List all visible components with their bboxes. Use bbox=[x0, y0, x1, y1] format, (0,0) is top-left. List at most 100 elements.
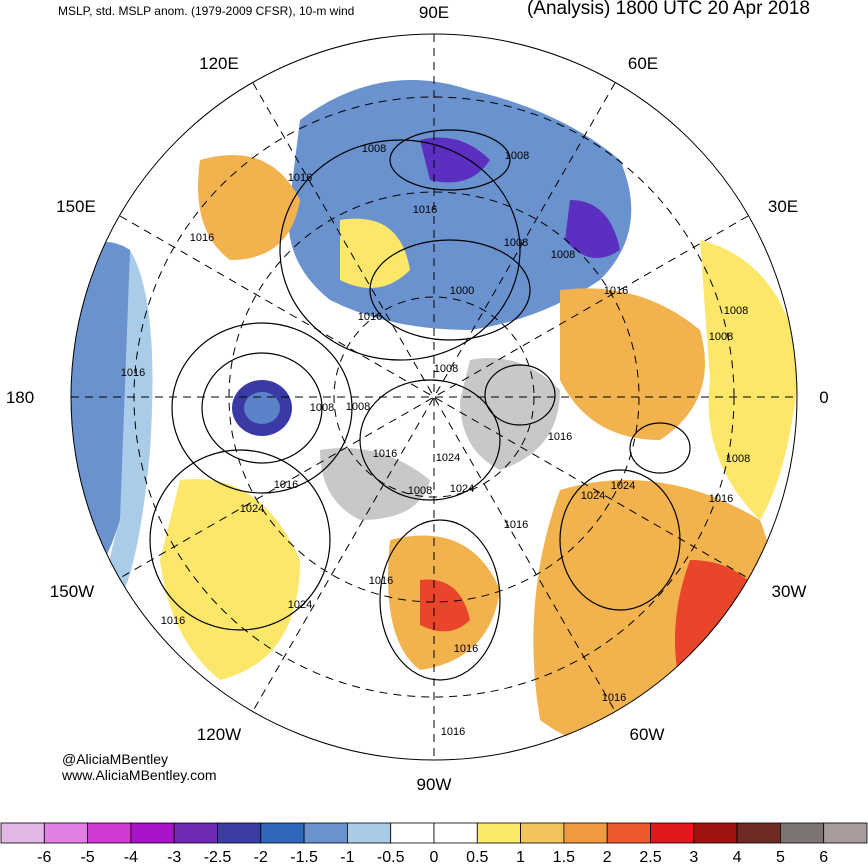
isobar-label: 1024 bbox=[450, 483, 474, 495]
isobar-label: 1016 bbox=[369, 575, 393, 587]
strong-negative-anomaly-2 bbox=[565, 200, 620, 258]
colorbar-tick-label: -3 bbox=[167, 849, 181, 865]
colorbar-tick-label: -2.5 bbox=[204, 849, 232, 865]
lon-label-0: 0 bbox=[819, 388, 828, 407]
isobar-label: 1008 bbox=[346, 401, 370, 413]
lon-label-120w: 120W bbox=[197, 725, 241, 744]
map-title-right: (Analysis) 1800 UTC 20 Apr 2018 bbox=[526, 0, 810, 19]
isobar-label: 1016 bbox=[709, 493, 733, 505]
colorbar-swatch bbox=[43, 822, 88, 844]
colorbar-swatch bbox=[130, 822, 175, 844]
positive-anomaly-europe bbox=[560, 288, 705, 440]
colorbar-tick-label: 5 bbox=[776, 849, 785, 865]
isobar-label: 1024 bbox=[288, 599, 312, 611]
lon-label-60w: 60W bbox=[630, 725, 665, 744]
strong-positive-anomaly-us bbox=[420, 579, 470, 632]
colorbar-tick-label: 4 bbox=[733, 849, 742, 865]
lon-label-90w: 90W bbox=[417, 775, 452, 794]
colorbar-tick-label: -0.5 bbox=[377, 849, 405, 865]
colorbar-tick-label: 3 bbox=[689, 849, 698, 865]
colorbar-swatch bbox=[260, 822, 305, 844]
isobar-label: 1016 bbox=[161, 615, 185, 627]
isobar-label: 1016 bbox=[413, 204, 437, 216]
isobar-label: 1008 bbox=[505, 150, 529, 162]
colorbar-tick-label: 2 bbox=[603, 849, 612, 865]
isobar-label: 1024 bbox=[581, 490, 605, 502]
isobar-label: 1008 bbox=[504, 237, 528, 249]
map-disk bbox=[71, 34, 797, 760]
colorbar-swatch bbox=[217, 822, 262, 844]
isobar-label: 1016 bbox=[604, 285, 628, 297]
isobar-labels: 1008 1008 1016 1016 1016 1008 1008 1000 … bbox=[121, 143, 750, 738]
weak-negative-anomaly-pacific bbox=[107, 250, 153, 600]
positive-anomaly-east-asia bbox=[198, 155, 300, 260]
colorbar-swatch bbox=[606, 822, 651, 844]
map-border bbox=[70, 33, 798, 761]
colorbar-swatch bbox=[823, 822, 868, 844]
graticule bbox=[71, 34, 797, 760]
isobar-label: 1008 bbox=[434, 363, 458, 375]
strong-negative-anomaly bbox=[420, 137, 490, 183]
lon-label-30e: 30E bbox=[768, 197, 798, 216]
isobar-label: 1016 bbox=[288, 172, 312, 184]
lon-label-90e: 90E bbox=[419, 3, 449, 22]
map-title-left: MSLP, std. MSLP anom. (1979-2009 CFSR), … bbox=[58, 4, 355, 18]
weak-positive-anomaly-europe bbox=[700, 240, 797, 520]
colorbar-swatch bbox=[476, 822, 521, 844]
isobar-label: 1008 bbox=[362, 143, 386, 155]
isobar-label: 1016 bbox=[602, 692, 626, 704]
colorbar-swatch bbox=[433, 822, 478, 844]
longitude-labels: 90E 60E 30E 0 30W 60W 90W 120W 150W 180 … bbox=[6, 3, 829, 794]
colorbar-swatch bbox=[390, 822, 435, 844]
colorbar-swatch bbox=[346, 822, 392, 844]
colorbar-tick-label: 2.5 bbox=[639, 849, 661, 865]
colorbar-tick-label: 0 bbox=[430, 849, 439, 865]
lon-label-150e: 150E bbox=[56, 197, 96, 216]
isobar-label: 1024 bbox=[240, 503, 264, 515]
isobar-label: 1008 bbox=[551, 249, 575, 261]
colorbar-tick-label: 1 bbox=[516, 849, 525, 865]
colorbar-swatch bbox=[520, 822, 565, 844]
isobar-label: 1016 bbox=[548, 431, 572, 443]
colorbar-tick-label: 1.5 bbox=[553, 849, 575, 865]
colorbar-tick-label: -4 bbox=[124, 849, 138, 865]
isobar-label: 1016 bbox=[190, 232, 214, 244]
colorbar-swatch bbox=[736, 822, 781, 844]
colorbar-swatch bbox=[0, 822, 45, 844]
lon-label-150w: 150W bbox=[50, 582, 94, 601]
colorbar-tick-label: 6 bbox=[819, 849, 828, 865]
low-center-inner bbox=[244, 392, 280, 424]
isobar-label: 1016 bbox=[358, 311, 382, 323]
isobar-label: 1000 bbox=[450, 285, 474, 297]
colorbar-tick-label: -6 bbox=[37, 849, 51, 865]
isobar-label: 1008 bbox=[726, 453, 750, 465]
isobar-label: 1008 bbox=[724, 305, 748, 317]
colorbar: -6 -5 -4 -3 -2.5 -2 -1.5 -1 -0.5 0 0.5 1 1.5 2 2.5 3 4 5 6 bbox=[0, 822, 868, 865]
isobar-label: 1016 bbox=[274, 479, 298, 491]
polar-map: 90E 60E 30E 0 30W 60W 90W 120W 150W 180 … bbox=[6, 3, 829, 794]
lon-label-60e: 60E bbox=[628, 54, 658, 73]
colorbar-swatch bbox=[563, 822, 608, 844]
land-north-america bbox=[320, 448, 430, 520]
lon-label-120e: 120E bbox=[199, 54, 239, 73]
colorbar-swatch bbox=[173, 822, 218, 844]
lon-label-180: 180 bbox=[6, 388, 34, 407]
isobar-label: 1016 bbox=[441, 726, 465, 738]
colorbar-swatch bbox=[303, 822, 348, 844]
colorbar-tick-label: -2 bbox=[254, 849, 268, 865]
lon-label-30w: 30W bbox=[772, 582, 807, 601]
strong-positive-anomaly-atlantic bbox=[675, 560, 780, 720]
colorbar-swatch bbox=[87, 822, 132, 844]
positive-anomaly-atlantic bbox=[533, 480, 774, 750]
colorbar-tick-label: -1.5 bbox=[290, 849, 318, 865]
isobar-label: 1016 bbox=[121, 367, 145, 379]
colorbar-swatch bbox=[650, 822, 695, 844]
colorbar-swatch bbox=[693, 822, 738, 844]
land-greenland bbox=[460, 358, 560, 470]
author-website: www.AliciaMBentley.com bbox=[62, 767, 217, 783]
colorbar-swatches bbox=[0, 822, 868, 844]
author-credit: @AliciaMBentley bbox=[62, 751, 169, 767]
isobar-label: 1024 bbox=[436, 452, 460, 464]
weak-positive-anomaly-siberia bbox=[340, 218, 410, 288]
isobar-label: 1008 bbox=[310, 402, 334, 414]
